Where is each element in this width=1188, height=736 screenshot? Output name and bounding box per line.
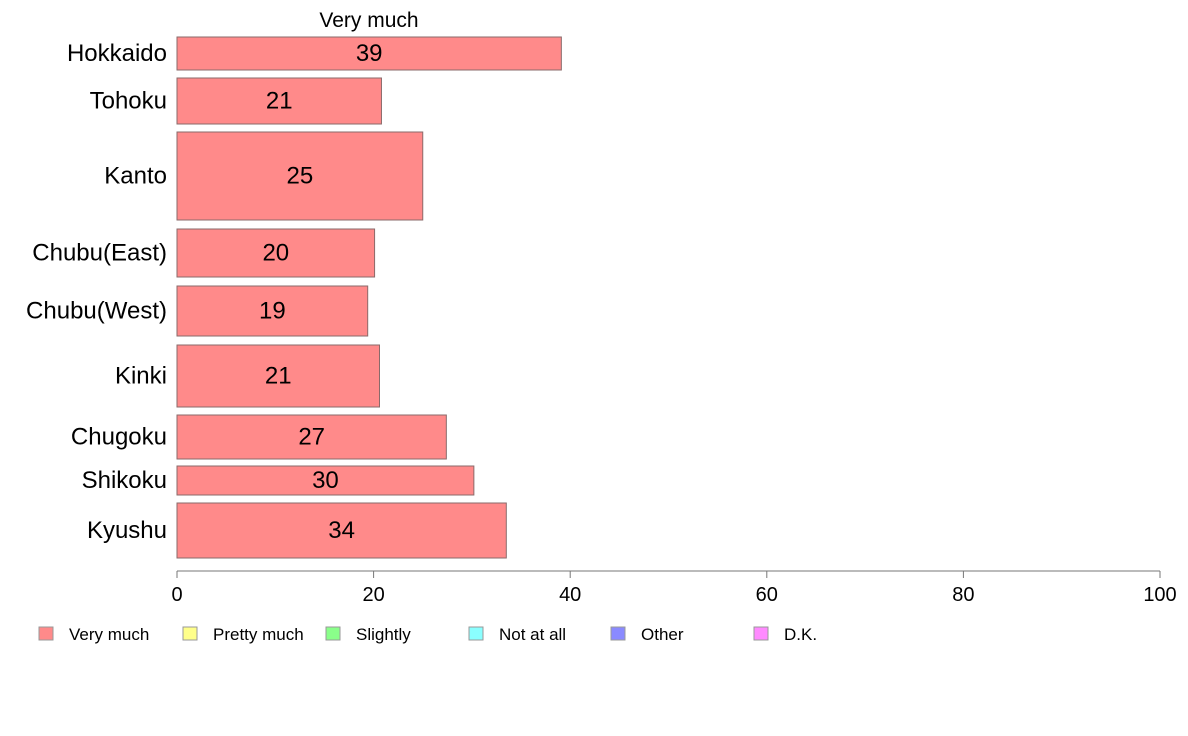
x-tick-label: 80 xyxy=(952,584,974,606)
category-label: Kanto xyxy=(104,163,167,190)
legend-label: Pretty much xyxy=(213,625,304,644)
x-tick-label: 0 xyxy=(171,584,182,606)
legend-label: Other xyxy=(641,625,684,644)
x-tick-label: 60 xyxy=(756,584,778,606)
bar xyxy=(176,77,382,125)
bar xyxy=(176,131,424,221)
legend-label: Very much xyxy=(69,625,149,644)
data-label: 27 xyxy=(298,424,325,451)
x-axis: 0 20 40 60 80 100 xyxy=(171,570,1177,606)
x-tick-label: 40 xyxy=(559,584,581,606)
bar xyxy=(176,502,507,559)
legend-swatch xyxy=(610,626,626,641)
data-label: 20 xyxy=(262,240,289,267)
category-label: Chubu(East) xyxy=(32,240,167,267)
legend-label: Not at all xyxy=(499,625,566,644)
legend: Very much Pretty much Slightly Not at all Ot… xyxy=(38,625,817,644)
chart-title: Very much xyxy=(319,9,418,32)
category-label: Kinki xyxy=(115,363,167,390)
x-tick-label: 100 xyxy=(1143,584,1176,606)
category-labels: Hokkaido Tohoku Kanto Chubu(East) Chubu(West… xyxy=(26,40,167,544)
data-label: 19 xyxy=(259,298,286,325)
data-label: 21 xyxy=(265,363,292,390)
legend-swatch xyxy=(753,626,769,641)
bar xyxy=(176,465,475,496)
category-label: Chubu(West) xyxy=(26,298,167,325)
bar xyxy=(176,285,369,337)
bar xyxy=(176,228,376,278)
legend-label: Slightly xyxy=(356,625,411,644)
x-tick-label: 20 xyxy=(362,584,384,606)
bar xyxy=(176,414,447,460)
legend-swatch xyxy=(38,626,54,641)
bar xyxy=(176,36,562,71)
category-label: Chugoku xyxy=(71,424,167,451)
data-label: 30 xyxy=(312,467,339,494)
legend-swatch xyxy=(325,626,341,641)
category-label: Tohoku xyxy=(90,88,167,115)
bars-group: 39 21 25 20 19 21 27 30 34 xyxy=(176,36,562,559)
category-label: Shikoku xyxy=(82,467,167,494)
category-label: Hokkaido xyxy=(67,40,167,67)
legend-label: D.K. xyxy=(784,625,817,644)
data-label: 25 xyxy=(287,163,314,190)
legend-swatch xyxy=(468,626,484,641)
data-label: 21 xyxy=(266,88,293,115)
legend-swatch xyxy=(182,626,198,641)
data-label: 34 xyxy=(328,517,355,544)
data-label: 39 xyxy=(356,40,383,67)
category-label: Kyushu xyxy=(87,517,167,544)
bar xyxy=(176,344,380,408)
